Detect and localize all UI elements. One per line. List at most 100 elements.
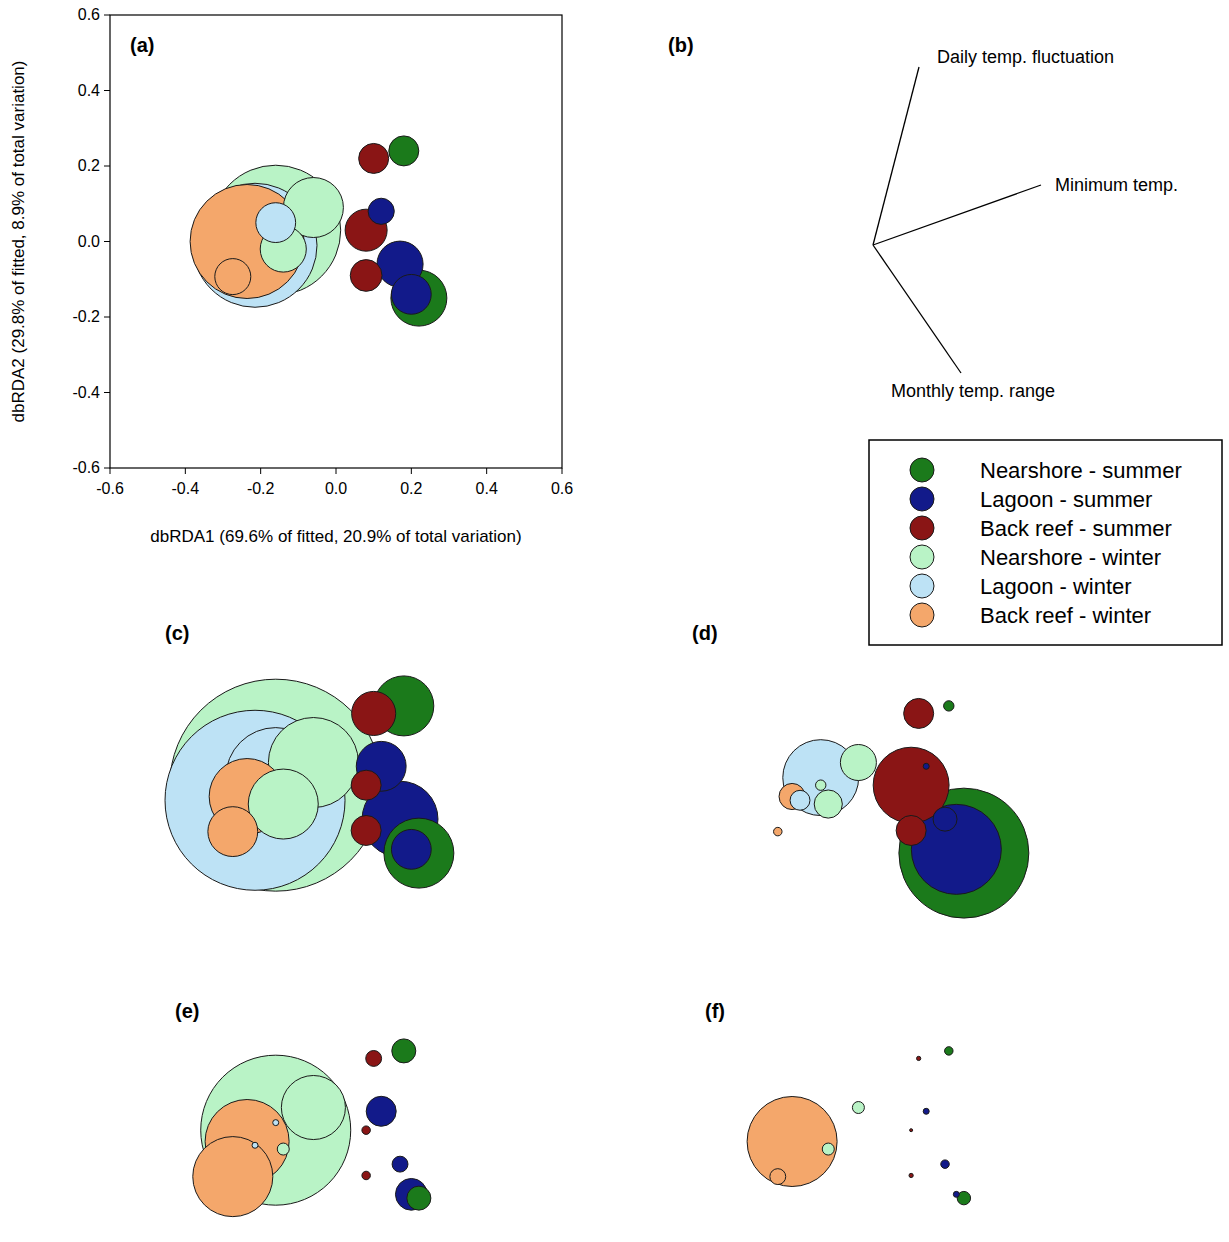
panel-b: Daily temp. fluctuation Minimum temp. Mont… [873, 47, 1178, 401]
bubble [391, 829, 431, 869]
bubble [352, 691, 396, 735]
y-tick-label: 0.4 [78, 82, 100, 99]
x-tick [411, 468, 412, 474]
bubble [840, 745, 876, 781]
panel-letter: (c) [165, 622, 189, 644]
bubble [770, 1169, 786, 1185]
bubble [917, 1056, 921, 1060]
legend: Nearshore - summer Lagoon - summer Back re… [869, 440, 1222, 645]
bubble [391, 270, 447, 326]
legend-swatch [910, 458, 934, 482]
bubbles-a [190, 136, 447, 326]
x-tick [110, 468, 111, 474]
vector [873, 185, 1041, 245]
legend-swatch [910, 603, 934, 627]
x-tick-label: 0.0 [325, 480, 347, 497]
y-tick-label: 0.2 [78, 157, 100, 174]
x-tick [562, 468, 563, 474]
panel-a: -0.6-0.4-0.20.00.20.40.6-0.6-0.4-0.20.00… [9, 6, 573, 546]
bubble [350, 260, 382, 292]
x-axis-title: dbRDA1 (69.6% of fitted, 20.9% of total … [150, 527, 521, 546]
bubble [366, 1051, 382, 1067]
bubble [252, 1142, 258, 1148]
legend-swatch [910, 487, 934, 511]
x-tick [185, 468, 186, 474]
bubble [392, 1156, 408, 1172]
bubble [359, 143, 389, 173]
bubble [384, 818, 454, 888]
bubble [814, 790, 842, 818]
x-tick-label: -0.4 [172, 480, 200, 497]
y-tick [104, 468, 110, 469]
y-tick [104, 392, 110, 393]
bubble [852, 1102, 864, 1114]
x-tick-label: 0.6 [551, 480, 573, 497]
plot-frame [110, 15, 562, 468]
bubble [774, 827, 782, 835]
bubble [909, 1173, 913, 1177]
vector-label: Minimum temp. [1055, 175, 1178, 195]
bubble [941, 1160, 949, 1168]
y-tick [104, 317, 110, 318]
panel-bubbles [165, 676, 454, 891]
panel-bubbles [747, 1047, 970, 1205]
bubble [896, 815, 926, 845]
bubble [362, 1171, 370, 1179]
legend-box [869, 440, 1222, 645]
bubble [904, 698, 934, 728]
panel-bubbles [774, 698, 1029, 918]
bubble [822, 1143, 834, 1155]
y-tick [104, 15, 110, 16]
bubble [193, 1137, 273, 1217]
vector-label: Daily temp. fluctuation [937, 47, 1114, 67]
y-tick-label: -0.2 [72, 308, 100, 325]
panel-letter: (e) [175, 1000, 199, 1022]
bubble [351, 815, 381, 845]
panel-letter: (b) [668, 34, 694, 56]
figure: -0.6-0.4-0.20.00.20.40.6-0.6-0.4-0.20.00… [0, 0, 1229, 1242]
y-tick [104, 90, 110, 91]
bubble [945, 1047, 953, 1055]
bubble [923, 1108, 929, 1114]
panel-letter: (d) [692, 622, 718, 644]
x-tick [336, 468, 337, 474]
panel-letter: (f) [705, 1000, 725, 1022]
x-tick [260, 468, 261, 474]
bubble [362, 1126, 370, 1134]
vector-label: Monthly temp. range [891, 381, 1055, 401]
panel-bubbles [193, 1039, 431, 1217]
y-tick [104, 241, 110, 242]
bubble [816, 780, 826, 790]
bubble [391, 274, 431, 314]
legend-swatch [910, 516, 934, 540]
legend-label: Back reef - winter [980, 603, 1151, 628]
legend-label: Back reef - summer [980, 516, 1172, 541]
bubble [747, 1097, 837, 1187]
x-tick-label: -0.2 [247, 480, 275, 497]
y-tick [104, 166, 110, 167]
bubble [407, 1186, 431, 1210]
bubble [368, 198, 394, 224]
legend-label: Lagoon - summer [980, 487, 1152, 512]
y-tick-label: 0.6 [78, 6, 100, 23]
bubble [953, 1191, 959, 1197]
y-tick-label: -0.4 [72, 384, 100, 401]
legend-label: Lagoon - winter [980, 574, 1132, 599]
y-tick-label: -0.6 [72, 459, 100, 476]
x-tick-label: 0.2 [400, 480, 422, 497]
legend-label: Nearshore - summer [980, 458, 1182, 483]
bubble [923, 763, 929, 769]
vector [873, 245, 961, 373]
bubble [944, 701, 954, 711]
bubble [933, 807, 957, 831]
bubble [790, 790, 810, 810]
x-tick [486, 468, 487, 474]
bubble [392, 1039, 416, 1063]
bubble [248, 769, 318, 839]
y-axis-title: dbRDA2 (29.8% of fitted, 8.9% of total v… [9, 61, 28, 423]
bubble [910, 1129, 913, 1132]
bubble [277, 1143, 289, 1155]
x-tick-label: 0.4 [476, 480, 498, 497]
bubble [208, 807, 258, 857]
vector [873, 67, 919, 245]
